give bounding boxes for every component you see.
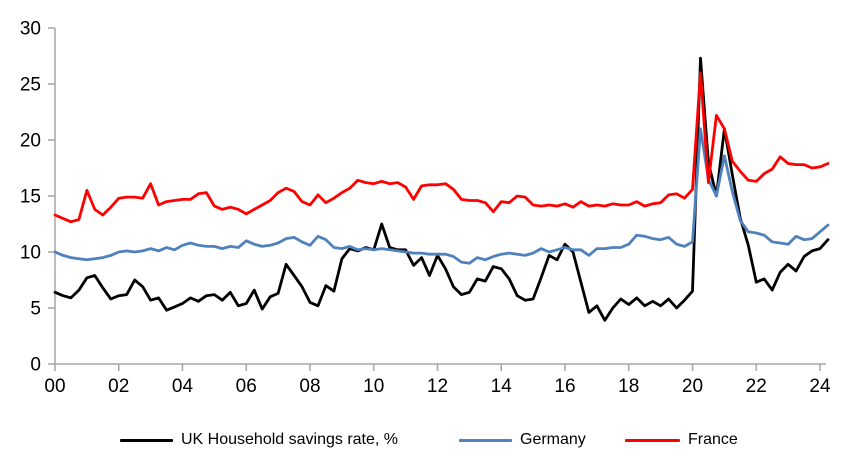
series-line-france	[53, 71, 830, 224]
y-tick-label-5: 5	[30, 299, 41, 320]
x-tick-label-14: 14	[491, 376, 513, 397]
x-tick-label-22: 22	[746, 376, 767, 397]
chart-legend: UK Household savings rate, % Germany Fra…	[0, 430, 852, 454]
savings-rate-line-chart: 0 5 10 15 20 25 30 00 02 04 06 08 10 12 14 16 18 20 22 24	[20, 19, 831, 398]
germany-line-swatch	[459, 438, 512, 442]
x-tick-label-08: 08	[299, 376, 320, 397]
x-tick-label-20: 20	[682, 376, 703, 397]
x-tick-label-04: 04	[172, 376, 194, 397]
series-line-germany	[53, 127, 830, 265]
y-tick-label-15: 15	[20, 187, 41, 208]
x-tick-label-06: 06	[236, 376, 257, 397]
x-tick-label-02: 02	[108, 376, 129, 397]
x-tick-label-18: 18	[618, 376, 639, 397]
y-tick-label-20: 20	[20, 131, 41, 152]
legend-item-germany: Germany	[459, 430, 586, 450]
x-tick-label-00: 00	[44, 376, 65, 397]
y-tick-label-10: 10	[20, 243, 41, 264]
y-tick-label-25: 25	[20, 75, 41, 96]
legend-label-germany: Germany	[520, 431, 586, 448]
y-tick-label-30: 30	[20, 19, 41, 40]
legend-item-france: France	[625, 430, 738, 450]
x-tick-label-16: 16	[554, 376, 575, 397]
y-tick-label-0: 0	[30, 355, 41, 376]
uk-line-swatch	[120, 438, 173, 442]
x-tick-label-10: 10	[363, 376, 384, 397]
legend-label-uk: UK Household savings rate, %	[181, 431, 398, 448]
legend-item-uk: UK Household savings rate, %	[120, 430, 398, 450]
legend-label-france: France	[688, 431, 738, 448]
x-tick-label-12: 12	[427, 376, 448, 397]
france-line-swatch	[625, 438, 680, 442]
x-tick-label-24: 24	[809, 376, 831, 397]
